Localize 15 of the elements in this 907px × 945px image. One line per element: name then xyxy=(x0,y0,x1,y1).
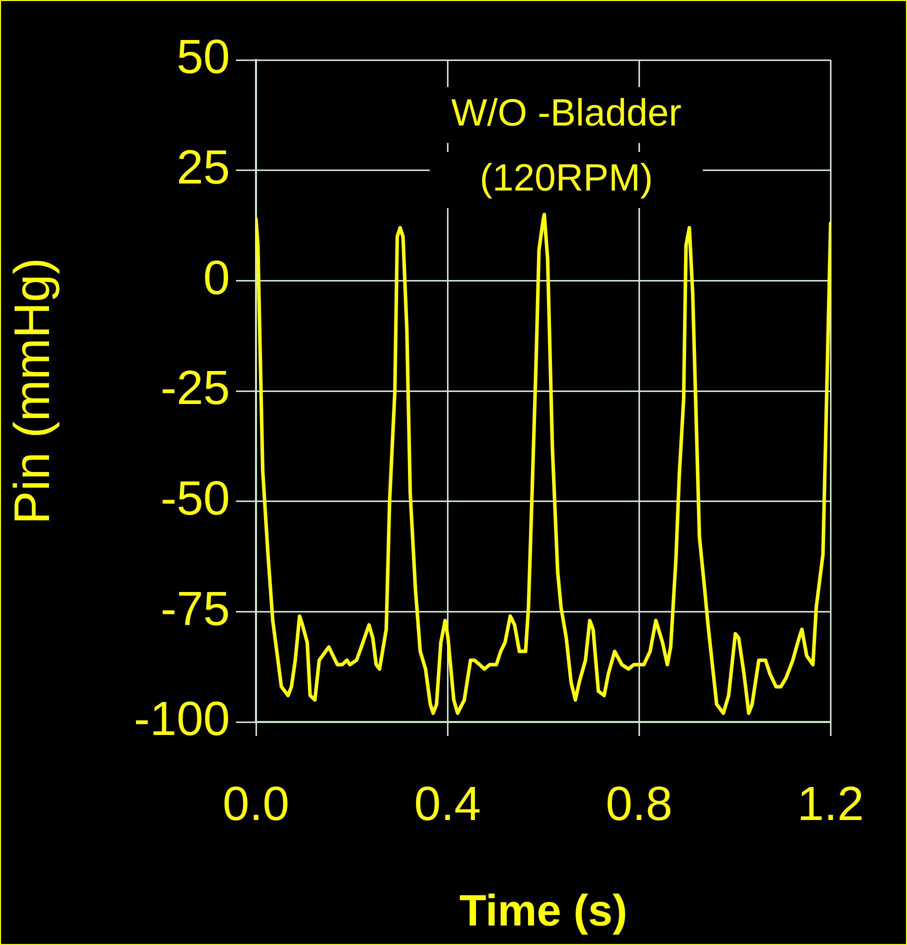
x-tick-label: 0.0 xyxy=(222,778,290,832)
y-tick-label: -75 xyxy=(160,582,230,636)
y-tick-label: 50 xyxy=(176,31,230,84)
x-axis-title: Time (s) xyxy=(459,886,628,936)
y-tick-label: -50 xyxy=(160,472,230,526)
y-tick-label: 25 xyxy=(176,142,230,195)
y-tick-label: 0 xyxy=(203,252,230,305)
y-tick-label: -25 xyxy=(160,362,230,416)
annotation: (120RPM) xyxy=(480,157,653,200)
y-tick-label: -100 xyxy=(134,693,230,746)
annotation: W/O -Bladder xyxy=(451,92,682,134)
y-axis-title: Pin (mmHg) xyxy=(4,258,60,524)
x-tick-label: 1.2 xyxy=(797,778,864,832)
x-tick-label: 0.4 xyxy=(414,778,481,832)
x-tick-label: 0.8 xyxy=(606,778,672,832)
